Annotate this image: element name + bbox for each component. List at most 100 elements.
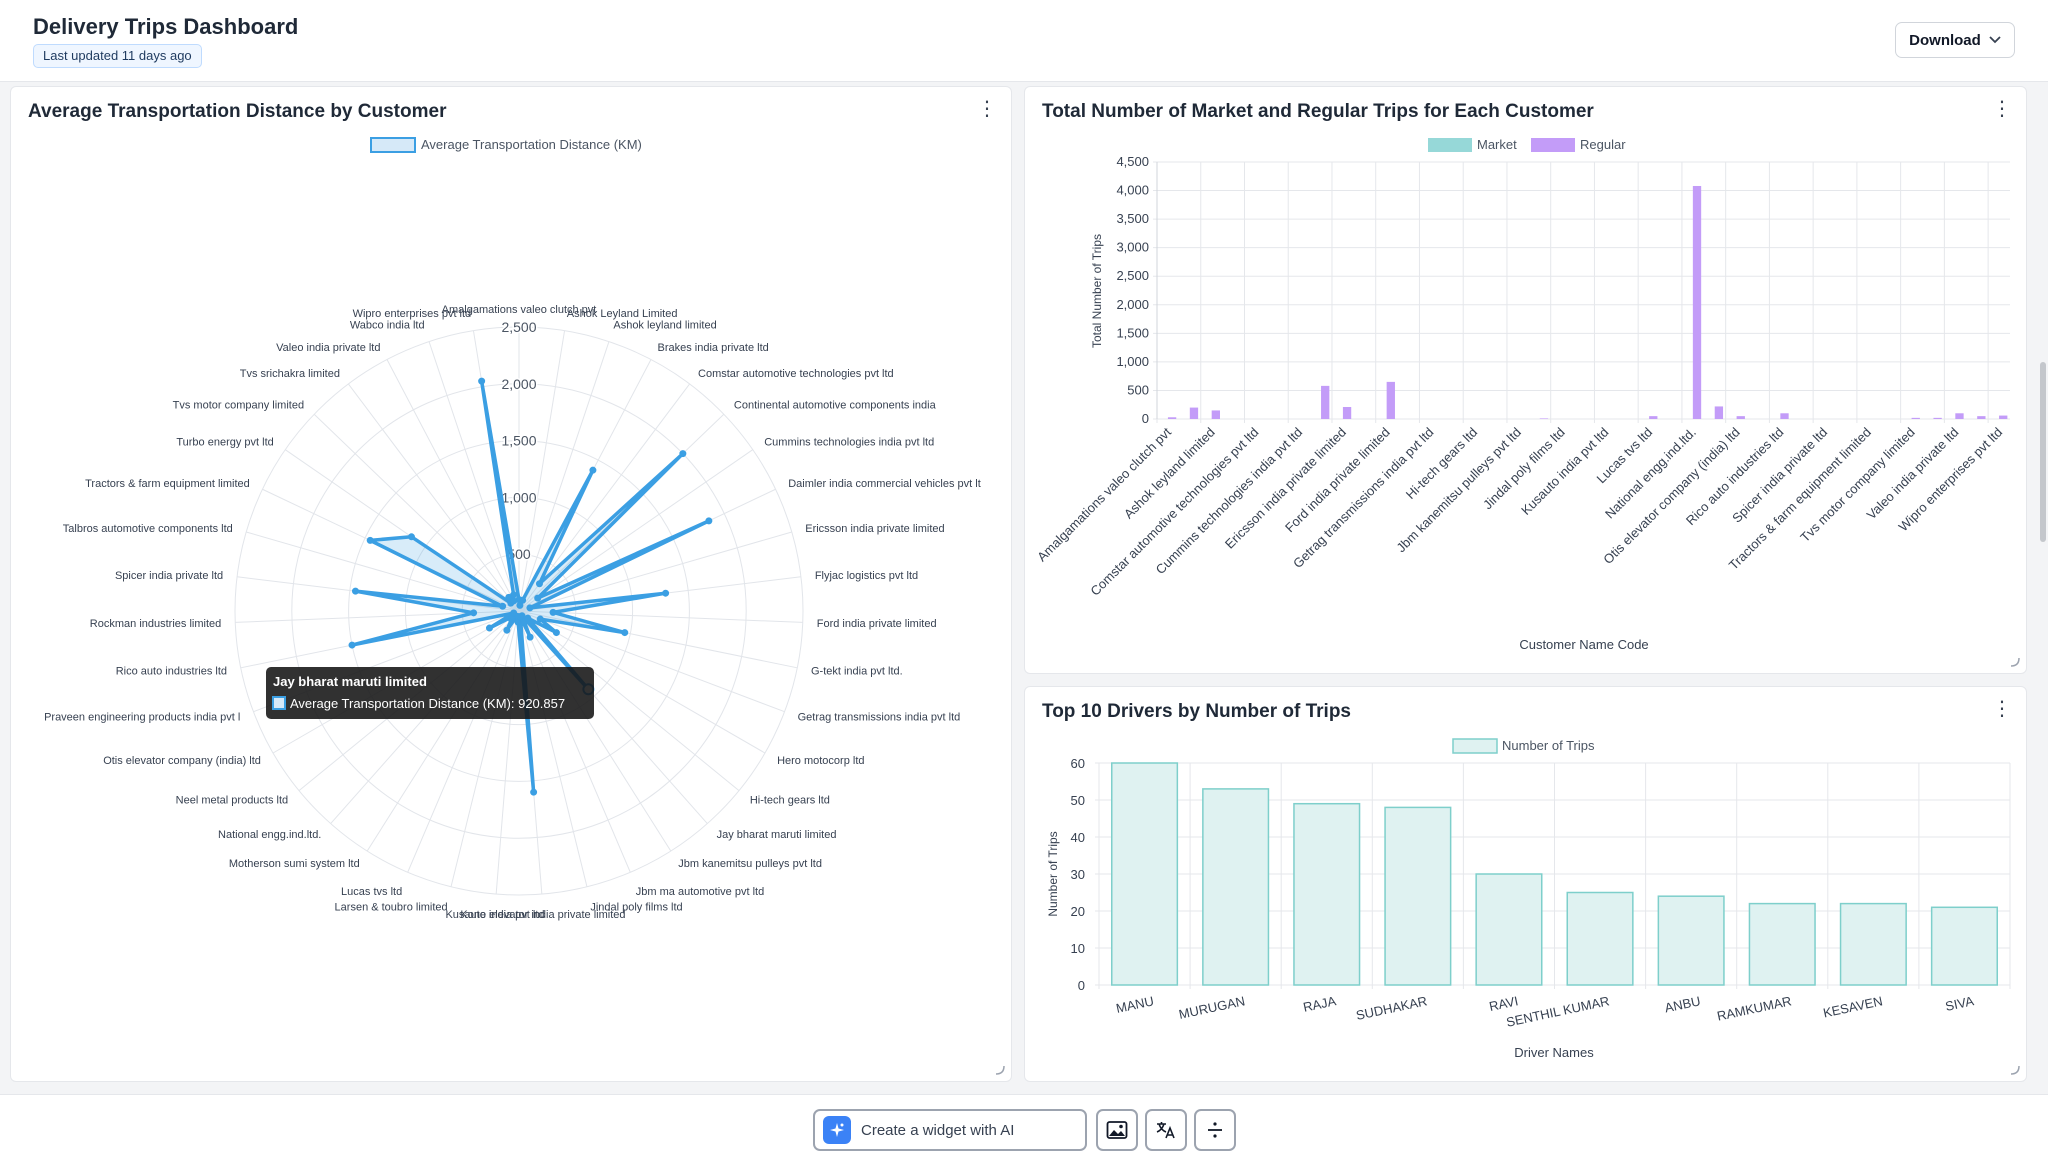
driver-bar <box>1293 802 1361 986</box>
radar-axis-label: Brakes india private ltd <box>657 342 768 354</box>
bar-regular <box>1386 381 1395 419</box>
radar-axis-label: Tvs srichakra limited <box>240 368 340 380</box>
radar-point <box>552 629 560 637</box>
resize-handle-icon[interactable] <box>993 1063 1005 1075</box>
tooltip-title: Jay bharat maruti limited <box>273 674 427 689</box>
radar-point <box>351 587 359 595</box>
radar-tick-label: 2,500 <box>501 319 536 335</box>
divider-button[interactable] <box>1194 1109 1236 1151</box>
bar-regular <box>1539 418 1549 419</box>
driver-name-label: RAVI <box>1488 993 1520 1014</box>
radar-point <box>366 536 374 544</box>
y-tick-label: 3,500 <box>1116 211 1149 226</box>
download-button[interactable]: Download <box>1895 22 2015 58</box>
market-regular-panel-title: Total Number of Market and Regular Trips… <box>1042 101 1594 122</box>
legend-label-market: Market <box>1477 137 1517 152</box>
radar-spoke <box>495 610 520 895</box>
radar-spoke <box>518 610 631 873</box>
radar-point <box>478 377 486 385</box>
radar-axis-label: Getrag transmissions india pvt ltd <box>798 712 961 724</box>
chevron-down-icon <box>1989 36 2001 44</box>
top-drivers-panel: Top 10 Drivers by Number of Trips ⋮ Numb… <box>1024 686 2027 1082</box>
radar-point <box>549 608 557 616</box>
y-tick-label: 1,500 <box>1116 325 1149 340</box>
translate-button[interactable] <box>1145 1109 1187 1151</box>
radar-axis-label: Talbros automotive components ltd <box>63 523 233 535</box>
tooltip-label: Average Transportation Distance (KM): 92… <box>290 696 565 711</box>
translate-icon <box>1156 1122 1175 1139</box>
radar-axis-label: Larsen & toubro limited <box>335 901 448 913</box>
radar-spoke <box>386 359 520 612</box>
radar-point <box>621 629 629 637</box>
radar-point <box>534 594 542 602</box>
legend-label-regular: Regular <box>1580 137 1626 152</box>
driver-name-label: SUDHAKAR <box>1355 993 1429 1023</box>
y-tick-label: 3,000 <box>1116 240 1149 255</box>
radar-spoke <box>313 413 520 612</box>
driver-bar <box>1475 873 1543 986</box>
resize-handle-icon[interactable] <box>2008 655 2020 667</box>
radar-menu-icon[interactable]: ⋮ <box>977 98 997 120</box>
radar-point <box>662 589 670 597</box>
image-button[interactable] <box>1096 1109 1138 1151</box>
y-tick-label: 2,000 <box>1116 297 1149 312</box>
radar-spoke <box>518 383 691 612</box>
radar-spoke <box>366 610 520 852</box>
radar-spoke <box>450 610 520 887</box>
market-regular-panel: Total Number of Market and Regular Trips… <box>1024 86 2027 674</box>
top-drivers-menu-icon[interactable]: ⋮ <box>1992 698 2012 720</box>
radar-spoke <box>518 531 792 612</box>
radar-point <box>510 609 518 617</box>
legend-swatch-market <box>1428 138 1472 152</box>
page-scrollbar[interactable] <box>2040 362 2046 542</box>
radar-tick-label: 1,000 <box>501 489 536 505</box>
y-tick-label: 0 <box>1142 411 1149 426</box>
radar-point <box>485 624 493 632</box>
legend-swatch <box>1452 738 1498 754</box>
market-regular-menu-icon[interactable]: ⋮ <box>1992 98 2012 120</box>
radar-tick-label: 2,000 <box>501 376 536 392</box>
radar-spoke <box>518 610 798 669</box>
bar-regular <box>1780 413 1789 419</box>
y-tick-label: 4,000 <box>1116 183 1149 198</box>
radar-spoke <box>518 610 588 887</box>
bar-regular <box>1649 416 1658 419</box>
radar-axis-label: Jbm kanemitsu pulleys pvt ltd <box>678 858 822 870</box>
radar-axis-label: Cummins technologies india pvt ltd <box>764 437 934 449</box>
y-tick-label: 4,500 <box>1116 154 1149 169</box>
y-tick-label: 60 <box>1071 756 1085 771</box>
bar-regular <box>1714 406 1724 419</box>
y-tick-label: 50 <box>1071 793 1085 808</box>
radar-point <box>535 580 543 588</box>
legend-label: Number of Trips <box>1502 738 1595 753</box>
radar-spoke <box>518 610 803 623</box>
driver-bar <box>1202 788 1270 986</box>
radar-point <box>526 633 534 641</box>
radar-axis-label: Spicer india private ltd <box>115 570 223 582</box>
radar-spoke <box>518 449 754 612</box>
legend-swatch-regular <box>1531 138 1575 152</box>
radar-point <box>510 591 518 599</box>
download-label: Download <box>1909 31 1981 49</box>
bar-regular <box>1167 417 1177 419</box>
radar-spoke <box>246 531 520 612</box>
radar-axis-label: Rockman industries limited <box>90 618 221 630</box>
driver-name-label: RAMKUMAR <box>1716 993 1793 1023</box>
radar-point <box>503 626 511 634</box>
radar-axis-label: G-tekt india pvt ltd. <box>811 666 903 678</box>
create-widget-ai-button[interactable]: Create a widget with AI <box>813 1109 1087 1151</box>
bar-regular <box>1955 413 1964 419</box>
radar-point <box>348 641 356 649</box>
radar-tooltip: Jay bharat maruti limited Average Transpo… <box>266 667 594 719</box>
y-axis-title: Number of Trips <box>1046 831 1060 916</box>
resize-handle-icon[interactable] <box>2008 1063 2020 1075</box>
radar-point <box>536 615 544 623</box>
tooltip-background <box>266 667 594 719</box>
divider-icon <box>1208 1122 1222 1138</box>
radar-point <box>519 596 527 604</box>
driver-bar <box>1839 902 1907 986</box>
radar-axis-label: Flyjac logistics pvt ltd <box>815 570 918 582</box>
driver-name-label: SENTHIL KUMAR <box>1505 993 1611 1029</box>
radar-axis-label: Hero motocorp ltd <box>777 755 864 767</box>
image-icon <box>1106 1121 1128 1139</box>
